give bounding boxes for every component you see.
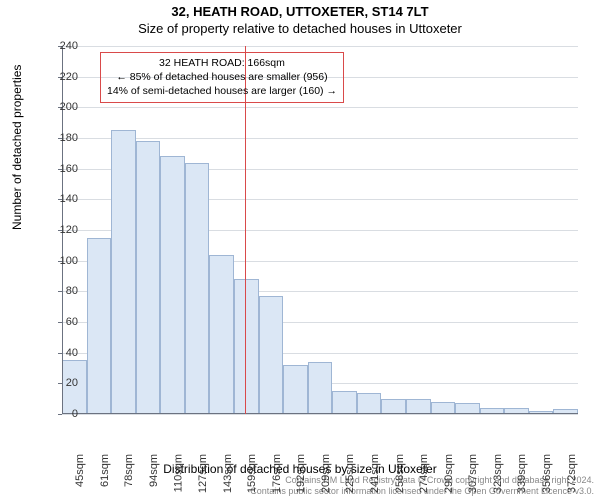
y-tick-label: 140: [48, 193, 78, 205]
y-tick-label: 180: [48, 132, 78, 144]
x-tick-label: 45sqm: [74, 454, 86, 487]
x-tick-label: 225sqm: [345, 454, 357, 493]
x-tick-label: 127sqm: [197, 454, 209, 493]
histogram-bar: [283, 365, 308, 414]
histogram-bar: [209, 255, 234, 414]
histogram-bar: [111, 130, 136, 414]
y-tick-label: 80: [48, 285, 78, 297]
y-tick-label: 20: [48, 377, 78, 389]
histogram-bar: [381, 399, 406, 414]
y-tick-label: 100: [48, 255, 78, 267]
y-tick-label: 60: [48, 316, 78, 328]
histogram-bar: [160, 156, 185, 414]
gridline: [62, 46, 578, 47]
histogram-bar: [308, 362, 333, 414]
chart-subtitle: Size of property relative to detached ho…: [0, 21, 600, 36]
page-title: 32, HEATH ROAD, UTTOXETER, ST14 7LT: [0, 4, 600, 19]
gridline: [62, 414, 578, 415]
x-tick-label: 209sqm: [320, 454, 332, 493]
x-tick-label: 143sqm: [222, 454, 234, 493]
chart-plot-area: 32 HEATH ROAD: 166sqm← 85% of detached h…: [62, 46, 578, 414]
histogram-bar: [406, 399, 431, 414]
histogram-bar: [185, 163, 210, 414]
x-tick-label: 274sqm: [418, 454, 430, 493]
x-tick-label: 61sqm: [99, 454, 111, 487]
histogram-bar: [234, 279, 259, 414]
gridline: [62, 138, 578, 139]
y-tick-label: 220: [48, 71, 78, 83]
x-tick-label: 307sqm: [467, 454, 479, 493]
x-tick-label: 290sqm: [443, 454, 455, 493]
x-axis: [62, 413, 578, 414]
gridline: [62, 107, 578, 108]
annotation-line: 14% of semi-detached houses are larger (…: [107, 84, 337, 98]
histogram-bar: [87, 238, 112, 414]
x-tick-label: 323sqm: [492, 454, 504, 493]
annotation-box: 32 HEATH ROAD: 166sqm← 85% of detached h…: [100, 52, 344, 103]
histogram-bar: [332, 391, 357, 414]
y-tick-label: 120: [48, 224, 78, 236]
x-tick-label: 339sqm: [517, 454, 529, 493]
y-tick-label: 240: [48, 40, 78, 52]
x-tick-label: 94sqm: [148, 454, 160, 487]
x-tick-label: 78sqm: [123, 454, 135, 487]
annotation-line: ← 85% of detached houses are smaller (95…: [107, 70, 337, 84]
x-tick-label: 372sqm: [566, 454, 578, 493]
annotation-line: 32 HEATH ROAD: 166sqm: [107, 56, 337, 70]
x-tick-label: 192sqm: [295, 454, 307, 493]
x-tick-label: 258sqm: [394, 454, 406, 493]
x-tick-label: 159sqm: [246, 454, 258, 493]
histogram-bar: [259, 296, 284, 414]
x-tick-label: 176sqm: [271, 454, 283, 493]
x-tick-label: 356sqm: [541, 454, 553, 493]
x-tick-label: 110sqm: [173, 454, 185, 492]
y-tick-label: 0: [48, 408, 78, 420]
histogram-bar: [357, 393, 382, 414]
y-tick-label: 200: [48, 101, 78, 113]
y-tick-label: 40: [48, 347, 78, 359]
y-axis-label: Number of detached properties: [10, 65, 24, 230]
y-tick-label: 160: [48, 163, 78, 175]
histogram-bar: [136, 141, 161, 414]
x-tick-label: 241sqm: [369, 454, 381, 493]
